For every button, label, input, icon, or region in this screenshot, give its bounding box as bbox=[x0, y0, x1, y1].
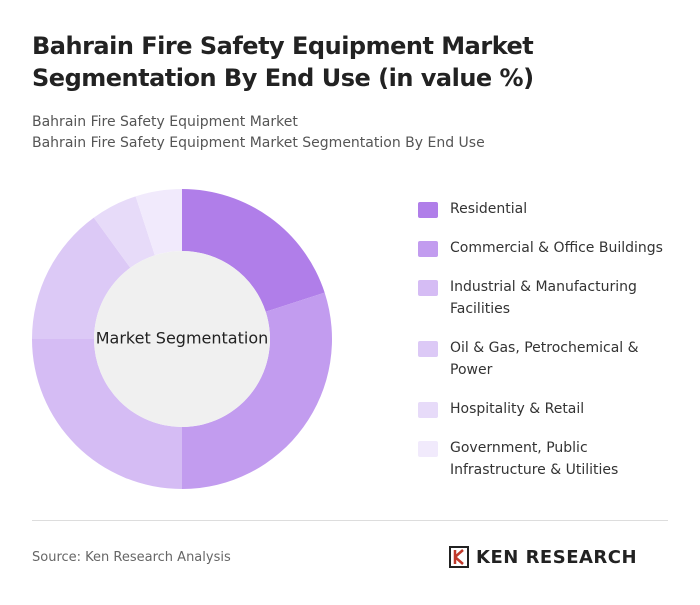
legend: Residential Commercial & Office Buildings… bbox=[418, 198, 678, 498]
brand-name: KEN RESEARCH bbox=[476, 546, 638, 568]
legend-label: Hospitality & Retail bbox=[450, 401, 585, 417]
donut-slice bbox=[182, 189, 325, 312]
donut-slice bbox=[32, 217, 131, 339]
donut-slice bbox=[182, 292, 332, 489]
legend-item: Residential bbox=[418, 198, 678, 220]
subtitle: Bahrain Fire Safety Equipment Market Seg… bbox=[32, 135, 485, 151]
legend-swatch bbox=[418, 341, 438, 357]
subtitle: Bahrain Fire Safety Equipment Market bbox=[32, 114, 298, 130]
source: Source: Ken Research Analysis bbox=[32, 550, 231, 565]
legend-swatch bbox=[418, 441, 438, 457]
legend-swatch bbox=[418, 202, 438, 218]
logo-icon bbox=[449, 546, 469, 568]
divider bbox=[32, 520, 668, 521]
legend-label: Residential bbox=[450, 201, 528, 217]
legend-swatch bbox=[418, 280, 438, 296]
brand-logo: KEN RESEARCH bbox=[448, 545, 637, 569]
legend-item: Industrial & Manufacturing Facilities bbox=[418, 276, 678, 320]
legend-item: Hospitality & Retail bbox=[418, 398, 678, 420]
donut-slice bbox=[32, 339, 182, 489]
legend-item: Oil & Gas, Petrochemical & Power bbox=[418, 337, 678, 381]
legend-label: Oil & Gas, Petrochemical & Power bbox=[450, 340, 639, 378]
legend-item: Commercial & Office Buildings bbox=[418, 237, 678, 259]
legend-swatch bbox=[418, 402, 438, 418]
legend-label: Industrial & Manufacturing Facilities bbox=[450, 279, 637, 317]
donut-chart: Market Segmentation bbox=[32, 189, 332, 489]
legend-item: Government, Public Infrastructure & Util… bbox=[418, 437, 678, 481]
donut-slice bbox=[135, 189, 182, 256]
chart-title: Bahrain Fire Safety Equipment Market Seg… bbox=[32, 32, 534, 92]
center-label: Market Segmentation bbox=[96, 329, 269, 348]
donut-hole bbox=[94, 251, 270, 427]
legend-label: Commercial & Office Buildings bbox=[450, 240, 663, 256]
legend-label: Government, Public Infrastructure & Util… bbox=[450, 440, 619, 478]
donut-slice bbox=[93, 196, 155, 268]
legend-swatch bbox=[418, 241, 438, 257]
